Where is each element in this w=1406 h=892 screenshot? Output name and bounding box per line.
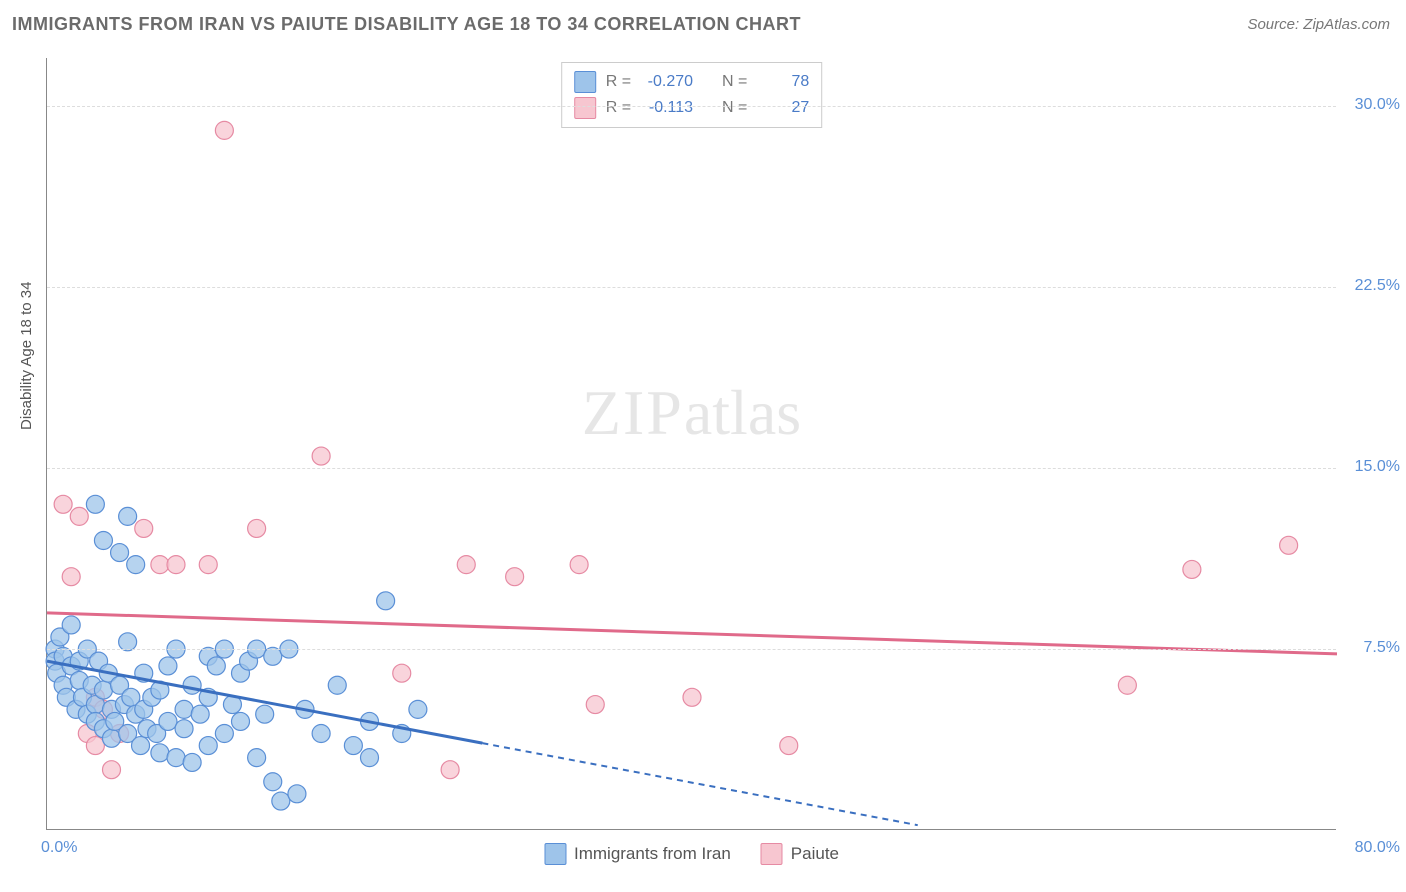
data-point (344, 737, 362, 755)
data-point (151, 556, 169, 574)
data-point (328, 676, 346, 694)
plot-area: ZIPatlas R = -0.270 N = 78 R = -0.113 N … (46, 58, 1336, 830)
data-point (256, 705, 274, 723)
legend-swatch-pink-icon (761, 843, 783, 865)
y-tick-label: 30.0% (1342, 96, 1400, 114)
data-point (62, 616, 80, 634)
gridline (47, 106, 1336, 107)
data-point (135, 519, 153, 537)
trend-line (482, 743, 917, 825)
r-label-pink: R = (606, 99, 631, 117)
data-point (103, 729, 121, 747)
stats-row-blue: R = -0.270 N = 78 (574, 69, 810, 95)
gridline (47, 287, 1336, 288)
n-value-blue: 78 (757, 73, 809, 91)
data-point (215, 725, 233, 743)
legend-label-blue: Immigrants from Iran (574, 844, 731, 864)
x-tick-max: 80.0% (1355, 839, 1400, 857)
data-point (393, 664, 411, 682)
data-point (70, 507, 88, 525)
data-point (586, 696, 604, 714)
y-tick-label: 22.5% (1342, 277, 1400, 295)
gridline (47, 468, 1336, 469)
data-point (199, 737, 217, 755)
data-point (119, 507, 137, 525)
data-point (175, 720, 193, 738)
data-point (86, 495, 104, 513)
data-point (683, 688, 701, 706)
swatch-pink-icon (574, 97, 596, 119)
data-point (111, 544, 129, 562)
data-point (151, 744, 169, 762)
data-point (175, 700, 193, 718)
swatch-blue-icon (574, 71, 596, 93)
r-label-blue: R = (606, 73, 631, 91)
series-legend: Immigrants from Iran Paiute (544, 843, 839, 865)
n-label-pink: N = (722, 99, 747, 117)
data-point (191, 705, 209, 723)
y-tick-label: 7.5% (1342, 639, 1400, 657)
gridline (47, 649, 1336, 650)
data-point (570, 556, 588, 574)
data-point (1183, 560, 1201, 578)
data-point (94, 681, 112, 699)
data-point (272, 792, 290, 810)
data-point (248, 749, 266, 767)
stats-row-pink: R = -0.113 N = 27 (574, 95, 810, 121)
data-point (127, 556, 145, 574)
stats-legend: R = -0.270 N = 78 R = -0.113 N = 27 (561, 62, 823, 128)
data-point (183, 676, 201, 694)
data-point (1118, 676, 1136, 694)
r-value-blue: -0.270 (641, 73, 693, 91)
r-value-pink: -0.113 (641, 99, 693, 117)
y-axis-label: Disability Age 18 to 34 (18, 282, 35, 430)
data-point (312, 447, 330, 465)
data-point (457, 556, 475, 574)
legend-item-pink: Paiute (761, 843, 839, 865)
data-point (441, 761, 459, 779)
chart-container: IMMIGRANTS FROM IRAN VS PAIUTE DISABILIT… (0, 0, 1406, 892)
data-point (1280, 536, 1298, 554)
n-label-blue: N = (722, 73, 747, 91)
data-point (183, 753, 201, 771)
legend-item-blue: Immigrants from Iran (544, 843, 731, 865)
source-label: Source: ZipAtlas.com (1247, 16, 1390, 33)
data-point (409, 700, 427, 718)
data-point (159, 712, 177, 730)
data-point (159, 657, 177, 675)
data-point (103, 761, 121, 779)
data-point (780, 737, 798, 755)
y-tick-label: 15.0% (1342, 458, 1400, 476)
data-point (312, 725, 330, 743)
data-point (215, 121, 233, 139)
data-point (167, 749, 185, 767)
trend-line (47, 613, 1337, 654)
data-point (288, 785, 306, 803)
data-point (86, 737, 104, 755)
data-point (248, 519, 266, 537)
data-point (167, 556, 185, 574)
data-point (264, 773, 282, 791)
data-point (361, 749, 379, 767)
legend-swatch-blue-icon (544, 843, 566, 865)
legend-label-pink: Paiute (791, 844, 839, 864)
data-point (62, 568, 80, 586)
chart-title: IMMIGRANTS FROM IRAN VS PAIUTE DISABILIT… (12, 14, 801, 35)
x-tick-min: 0.0% (41, 839, 77, 857)
data-point (132, 737, 150, 755)
data-point (377, 592, 395, 610)
data-point (54, 495, 72, 513)
data-point (207, 657, 225, 675)
data-point (232, 712, 250, 730)
data-point (94, 532, 112, 550)
data-point (199, 556, 217, 574)
data-point (506, 568, 524, 586)
plot-svg (47, 58, 1336, 829)
n-value-pink: 27 (757, 99, 809, 117)
